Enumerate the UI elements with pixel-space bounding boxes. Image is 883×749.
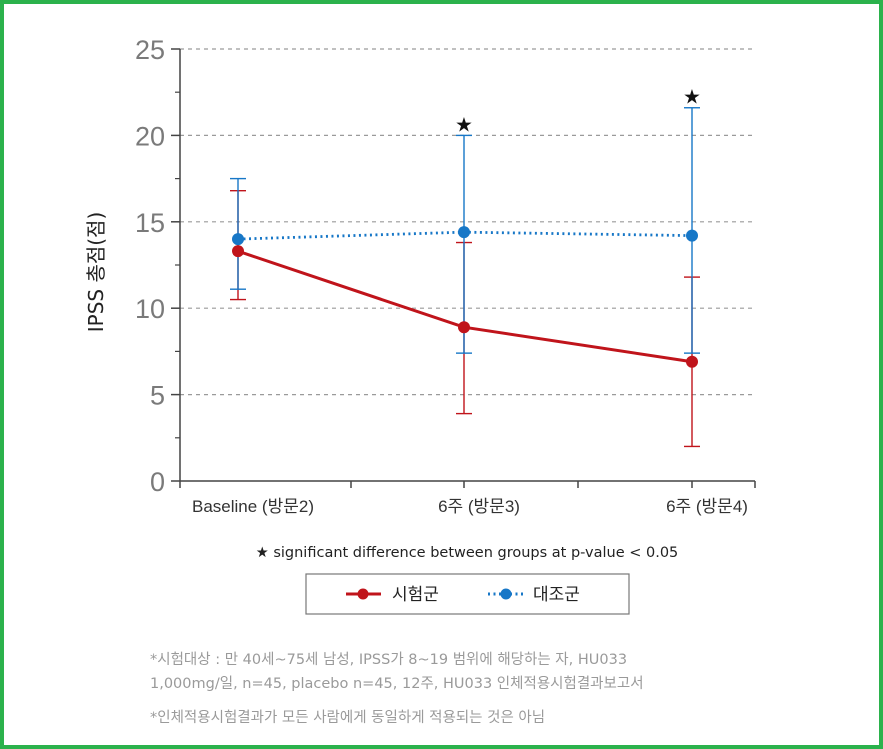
axes	[171, 48, 756, 488]
x-tick-label-1: 6주 (방문3)	[438, 497, 520, 516]
data-point-0-2	[686, 355, 698, 368]
legend-label-control: 대조군	[533, 585, 580, 605]
footnote-1: *시험대상 : 만 40세~75세 남성, IPSS가 8~19 범위에 해당하…	[150, 651, 627, 668]
significance-note: ★ significant difference between groups …	[256, 545, 679, 561]
legend-marker-control	[500, 588, 512, 600]
x-tick-label-2: 6주 (방문4)	[666, 497, 748, 516]
data-points	[232, 226, 698, 368]
x-tick-labels: Baseline (방문2) 6주 (방문3) 6주 (방문4)	[192, 497, 748, 516]
legend-marker-treatment	[357, 588, 369, 600]
y-tick-label-15: 15	[135, 208, 165, 238]
legend: 시험군 대조군	[305, 573, 630, 615]
legend-label-treatment: 시험군	[392, 585, 439, 605]
significance-star-0: ★	[455, 112, 473, 136]
data-point-0-0	[232, 245, 244, 258]
footnote-2: 1,000mg/일, n=45, placebo n=45, 12주, HU03…	[150, 675, 644, 692]
data-point-1-2	[686, 229, 698, 242]
error-bars	[230, 107, 700, 448]
y-tick-label-20: 20	[135, 121, 165, 151]
y-tick-label-25: 25	[135, 35, 165, 65]
series-lines	[237, 230, 693, 364]
legend-item-treatment: 시험군	[346, 585, 439, 605]
y-tick-label-10: 10	[135, 294, 165, 324]
y-tick-label-5: 5	[150, 381, 165, 411]
data-point-0-1	[458, 321, 470, 334]
y-axis-label: IPSS 총점(점)	[84, 212, 108, 333]
y-tick-label-0: 0	[150, 467, 165, 497]
legend-item-control: 대조군	[488, 585, 580, 605]
data-point-1-1	[458, 226, 470, 239]
series-line-0	[237, 249, 693, 364]
y-tick-labels: 0 5 10 15 20 25	[135, 35, 165, 497]
data-point-1-0	[232, 233, 244, 246]
grid-lines	[180, 48, 755, 396]
footnote-3: *인체적용시험결과가 모든 사람에게 동일하게 적용되는 것은 아님	[150, 709, 545, 726]
significance-markers: ★★	[455, 85, 701, 137]
significance-star-1: ★	[683, 85, 701, 109]
x-tick-label-0: Baseline (방문2)	[192, 497, 314, 516]
